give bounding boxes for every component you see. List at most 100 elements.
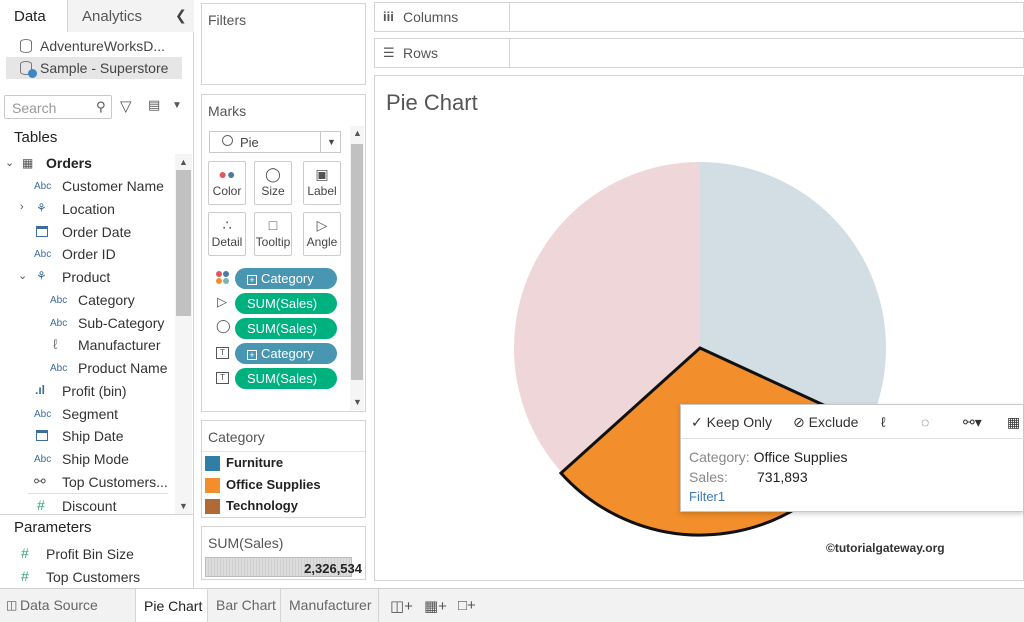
pie-slice-furniture[interactable] <box>700 162 886 426</box>
divider <box>202 451 365 452</box>
field-manufacturer[interactable]: ℓ Manufacturer <box>0 334 174 356</box>
table-orders[interactable]: ⌄ ▦ Orders <box>0 153 174 175</box>
new-story-icon[interactable]: □+ <box>458 597 476 614</box>
field-search-input[interactable]: Search <box>4 95 112 119</box>
filters-shelf[interactable]: Filters <box>201 3 366 85</box>
field-label: Discount <box>62 498 117 514</box>
new-worksheet-icon[interactable]: ◫+ <box>390 598 413 615</box>
hierarchy-icon: ⚘ <box>36 269 47 283</box>
worksheet-title: Pie Chart <box>386 90 478 115</box>
legend-item-office-supplies[interactable]: Office Supplies <box>205 475 321 495</box>
field-product-name[interactable]: Abc Product Name <box>0 357 174 379</box>
field-label: Sub-Category <box>78 315 165 331</box>
chevron-right-icon[interactable]: › <box>20 201 24 213</box>
marks-scroll-thumb[interactable] <box>351 144 363 380</box>
pie-chart[interactable]: Offi <box>374 75 1024 581</box>
pill-label: Category <box>261 346 314 361</box>
pill-sum-sales-angle[interactable]: SUM(Sales) <box>235 293 337 314</box>
field-label: Product Name <box>78 360 168 376</box>
number-type-icon: # <box>21 568 29 584</box>
pill-sum-sales-size[interactable]: SUM(Sales) <box>235 318 337 339</box>
fields-scroll-thumb[interactable] <box>176 170 191 316</box>
scroll-down-icon[interactable]: ▼ <box>179 501 188 511</box>
chevron-down-icon[interactable]: ▼ <box>320 131 341 153</box>
tab-data[interactable]: Data <box>0 0 68 32</box>
size-button[interactable]: ◯ Size <box>254 161 292 205</box>
collapse-pane-icon[interactable]: ❮ <box>175 7 187 23</box>
scroll-up-icon[interactable]: ▲ <box>353 128 362 138</box>
field-segment[interactable]: Abc Segment <box>0 403 174 425</box>
filter-icon[interactable]: ▽ <box>120 98 132 115</box>
new-dashboard-icon[interactable]: ▦+ <box>424 598 447 615</box>
legend-label: Office Supplies <box>226 477 321 492</box>
exclude-button[interactable]: ⊘ Exclude <box>793 414 858 431</box>
pill-category-label[interactable]: + Category <box>235 343 337 364</box>
field-profit-bin[interactable]: .ıl Profit (bin) <box>0 380 174 402</box>
tooltip-filter-link[interactable]: Filter1 <box>689 489 726 504</box>
color-button[interactable]: ●● Color <box>208 161 246 205</box>
field-order-date[interactable]: Order Date <box>0 221 174 243</box>
sheet-tab-bar-chart[interactable]: Bar Chart <box>208 589 281 622</box>
pill-sum-sales-label[interactable]: SUM(Sales) <box>235 368 337 389</box>
field-order-id[interactable]: Abc Order ID <box>0 243 174 265</box>
pill-label: SUM(Sales) <box>247 371 318 386</box>
pie-mark-icon <box>222 135 233 146</box>
link-icon[interactable]: ⚯▾ <box>963 414 982 430</box>
field-discount[interactable]: # Discount <box>0 495 174 517</box>
tab-analytics[interactable]: Analytics <box>68 0 194 32</box>
legend-item-technology[interactable]: Technology <box>205 496 298 516</box>
rows-shelf[interactable]: ☰ Rows <box>374 38 1024 68</box>
legend-label: Furniture <box>226 455 284 470</box>
field-top-customers-set[interactable]: ⚯ Top Customers... <box>0 471 174 493</box>
table-icon: ▦ <box>22 156 34 170</box>
chevron-down-icon[interactable]: ⌄ <box>5 157 15 169</box>
pill-label: SUM(Sales) <box>247 296 318 311</box>
calendar-icon <box>36 430 48 441</box>
mark-type-select[interactable]: Pie <box>209 131 341 153</box>
keep-only-button[interactable]: ✓ Keep Only <box>691 414 772 431</box>
chevron-down-icon[interactable]: ⌄ <box>18 270 28 282</box>
field-customer-name[interactable]: Abc Customer Name <box>0 175 174 197</box>
field-label: Profit (bin) <box>62 383 127 399</box>
parameter-top-customers[interactable]: # Top Customers <box>0 566 190 588</box>
field-label: Ship Mode <box>62 451 129 467</box>
data-source-tab[interactable]: ◫ Data Source <box>0 589 136 622</box>
scroll-down-icon[interactable]: ▼ <box>353 397 362 407</box>
string-type-icon: Abc <box>50 363 68 374</box>
sheet-tab-manufacturer[interactable]: Manufacturer <box>281 589 379 622</box>
size-encoding-icon: ◯ <box>216 318 231 333</box>
datasource-superstore[interactable]: Sample - Superstore <box>6 57 182 79</box>
pie-slice-technology[interactable] <box>514 162 700 473</box>
field-ship-date[interactable]: Ship Date <box>0 425 174 447</box>
legend-item-furniture[interactable]: Furniture <box>205 453 283 473</box>
angle-button[interactable]: ▷ Angle <box>303 212 341 256</box>
search-icon[interactable]: ⚲ <box>96 99 106 114</box>
label-button[interactable]: ▣ Label <box>303 161 341 205</box>
columns-shelf[interactable]: iii Columns <box>374 2 1024 32</box>
detail-button[interactable]: ∴ Detail <box>208 212 246 256</box>
parameter-profit-bin-size[interactable]: # Profit Bin Size <box>0 543 190 565</box>
field-category[interactable]: Abc Category <box>0 289 174 311</box>
view-data-icon[interactable]: ▦ <box>1007 414 1021 430</box>
field-ship-mode[interactable]: Abc Ship Mode <box>0 448 174 470</box>
field-label: Customer Name <box>62 178 164 194</box>
field-sub-category[interactable]: Abc Sub-Category <box>0 312 174 334</box>
legend-swatch <box>205 456 220 471</box>
datasource-adventureworks[interactable]: AdventureWorksD... <box>6 35 182 57</box>
exclude-icon: ⊘ <box>793 414 805 430</box>
field-label: Manufacturer <box>78 337 161 353</box>
chevron-down-icon[interactable]: ▼ <box>172 100 182 111</box>
pill-category-color[interactable]: + Category <box>235 268 337 289</box>
pill-label: SUM(Sales) <box>247 321 318 336</box>
sheet-tab-pie-chart[interactable]: Pie Chart <box>136 589 208 622</box>
group-members-icon[interactable]: ℓ <box>881 414 886 430</box>
tooltip-button[interactable]: □ Tooltip <box>254 212 292 256</box>
scroll-up-icon[interactable]: ▲ <box>179 157 188 167</box>
field-label: Product <box>62 269 111 285</box>
set-icon: ⚯ <box>34 473 46 489</box>
field-product[interactable]: ⌄ ⚘ Product <box>0 266 174 288</box>
field-label: Category <box>78 292 135 308</box>
field-location[interactable]: › ⚘ Location <box>0 198 174 220</box>
view-options-icon[interactable]: ▤ <box>148 97 161 112</box>
create-set-icon[interactable]: ◌ <box>921 414 930 430</box>
